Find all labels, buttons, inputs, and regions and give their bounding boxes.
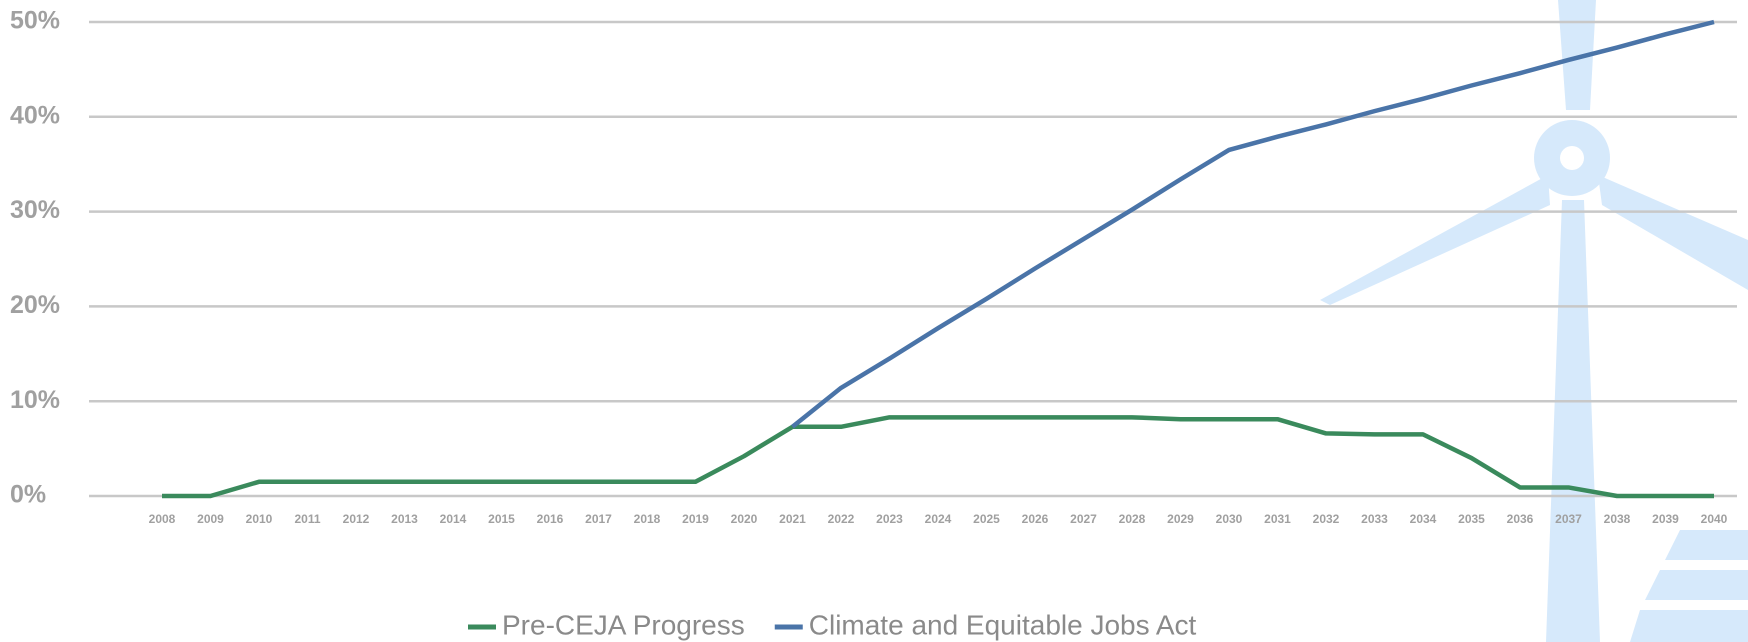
x-tick-label: 2014 (440, 512, 467, 526)
x-tick-label: 2033 (1361, 512, 1388, 526)
windmill-hub (1560, 146, 1584, 170)
x-tick-label: 2031 (1264, 512, 1291, 526)
x-tick-label: 2017 (585, 512, 612, 526)
x-tick-label: 2032 (1313, 512, 1340, 526)
series-line (162, 415, 1714, 499)
x-tick-label: 2028 (1119, 512, 1146, 526)
y-tick-label: 0% (10, 481, 46, 509)
x-tick-label: 2018 (634, 512, 661, 526)
x-tick-label: 2019 (682, 512, 709, 526)
y-tick-label: 10% (10, 386, 60, 414)
x-tick-label: 2034 (1410, 512, 1437, 526)
x-tick-label: 2020 (731, 512, 758, 526)
x-tick-label: 2027 (1070, 512, 1097, 526)
x-tick-label: 2038 (1604, 512, 1631, 526)
x-tick-label: 2008 (149, 512, 176, 526)
x-tick-label: 2022 (828, 512, 855, 526)
x-tick-label: 2024 (925, 512, 952, 526)
x-tick-label: 2012 (343, 512, 370, 526)
legend-label: Pre-CEJA Progress (502, 609, 745, 640)
x-tick-label: 2010 (246, 512, 273, 526)
x-tick-label: 2035 (1458, 512, 1485, 526)
x-tick-label: 2029 (1167, 512, 1194, 526)
x-tick-label: 2037 (1555, 512, 1582, 526)
x-tick-label: 2039 (1652, 512, 1679, 526)
x-tick-label: 2025 (973, 512, 1000, 526)
x-tick-label: 2013 (391, 512, 418, 526)
legend-label: Climate and Equitable Jobs Act (809, 609, 1197, 640)
x-tick-label: 2036 (1507, 512, 1534, 526)
y-tick-label: 30% (10, 196, 60, 224)
x-tick-label: 2021 (779, 512, 806, 526)
y-tick-label: 20% (10, 291, 60, 319)
x-tick-label: 2026 (1022, 512, 1049, 526)
x-tick-label: 2015 (488, 512, 515, 526)
x-tick-label: 2040 (1701, 512, 1728, 526)
x-tick-label: 2023 (876, 512, 903, 526)
x-tick-label: 2009 (197, 512, 224, 526)
x-tick-label: 2011 (294, 512, 320, 526)
y-tick-label: 50% (10, 7, 60, 35)
y-tick-label: 40% (10, 101, 60, 129)
series-line (791, 19, 1715, 429)
x-tick-label: 2016 (537, 512, 564, 526)
windmill-background (1320, 0, 1748, 642)
x-tick-label: 2030 (1216, 512, 1243, 526)
